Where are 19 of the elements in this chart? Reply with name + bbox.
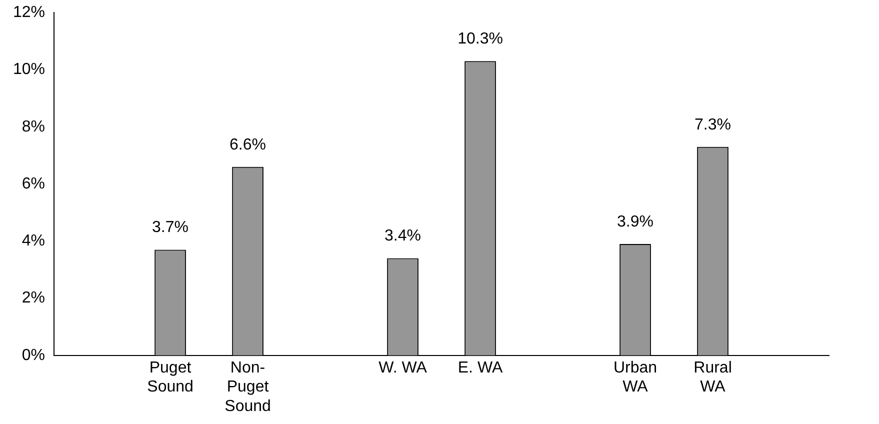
y-tick-label: 8% bbox=[22, 118, 46, 136]
y-tick-label: 2% bbox=[22, 290, 46, 307]
data-label: 10.3% bbox=[458, 30, 503, 48]
y-tick-label: 4% bbox=[22, 232, 46, 250]
y-tick-label: 0% bbox=[22, 346, 46, 364]
x-tick-label: Non-Puget Sound bbox=[224, 359, 271, 415]
x-tick-label: Puget Sound bbox=[147, 359, 194, 396]
data-label: 3.9% bbox=[617, 213, 654, 230]
data-label: 6.6% bbox=[230, 136, 266, 154]
x-tick-label: Urban WA bbox=[613, 359, 658, 396]
y-tick-label: 12% bbox=[12, 4, 46, 22]
data-label: 7.3% bbox=[694, 116, 731, 134]
data-label: 3.4% bbox=[384, 228, 421, 245]
y-tick-label: 10% bbox=[12, 61, 46, 78]
data-label: 3.7% bbox=[152, 219, 189, 236]
x-tick-label: W. WA bbox=[378, 359, 428, 376]
y-tick-label: 6% bbox=[22, 175, 46, 192]
x-tick-label: Rural WA bbox=[694, 359, 732, 396]
x-tick-label: E. WA bbox=[458, 359, 503, 376]
